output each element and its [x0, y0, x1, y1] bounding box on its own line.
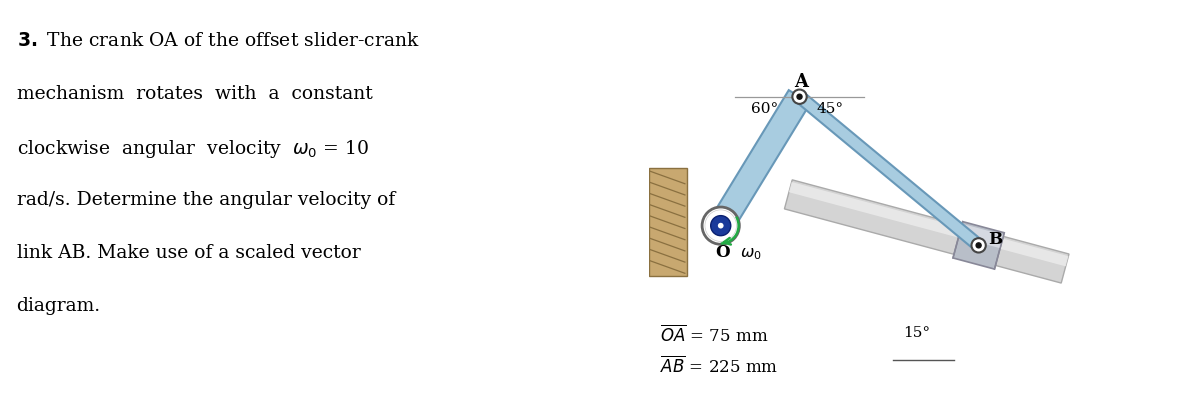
Text: O: O: [715, 244, 730, 261]
Text: clockwise  angular  velocity  $\omega_0$ = 10: clockwise angular velocity $\omega_0$ = …: [17, 138, 368, 160]
Text: $\mathbf{3.}$ The crank OA of the offset slider-crank: $\mathbf{3.}$ The crank OA of the offset…: [17, 32, 419, 50]
Polygon shape: [649, 168, 686, 276]
Text: link AB. Make use of a scaled vector: link AB. Make use of a scaled vector: [17, 244, 360, 262]
Circle shape: [976, 243, 982, 248]
Text: $\overline{OA}$ = 75 mm: $\overline{OA}$ = 75 mm: [660, 325, 768, 346]
Polygon shape: [788, 182, 1068, 266]
Circle shape: [702, 207, 739, 244]
Circle shape: [792, 89, 806, 104]
Text: B: B: [989, 230, 1002, 247]
Circle shape: [704, 210, 737, 242]
Circle shape: [972, 238, 985, 253]
Text: 45°: 45°: [817, 102, 844, 116]
Circle shape: [718, 223, 724, 229]
Text: 15°: 15°: [904, 326, 930, 340]
Polygon shape: [785, 180, 1069, 283]
Text: A: A: [794, 72, 809, 91]
Polygon shape: [959, 224, 1003, 248]
Text: $\overline{AB}$ = 225 mm: $\overline{AB}$ = 225 mm: [660, 355, 778, 377]
Text: mechanism  rotates  with  a  constant: mechanism rotates with a constant: [17, 85, 372, 103]
Polygon shape: [710, 90, 810, 232]
Text: diagram.: diagram.: [17, 297, 101, 316]
Text: 60°: 60°: [751, 102, 779, 116]
Text: rad/s. Determine the angular velocity of: rad/s. Determine the angular velocity of: [17, 191, 395, 209]
Circle shape: [710, 216, 731, 236]
Circle shape: [797, 94, 802, 99]
Polygon shape: [953, 222, 1004, 269]
Text: $\omega_0$: $\omega_0$: [740, 245, 762, 262]
Polygon shape: [796, 92, 983, 250]
